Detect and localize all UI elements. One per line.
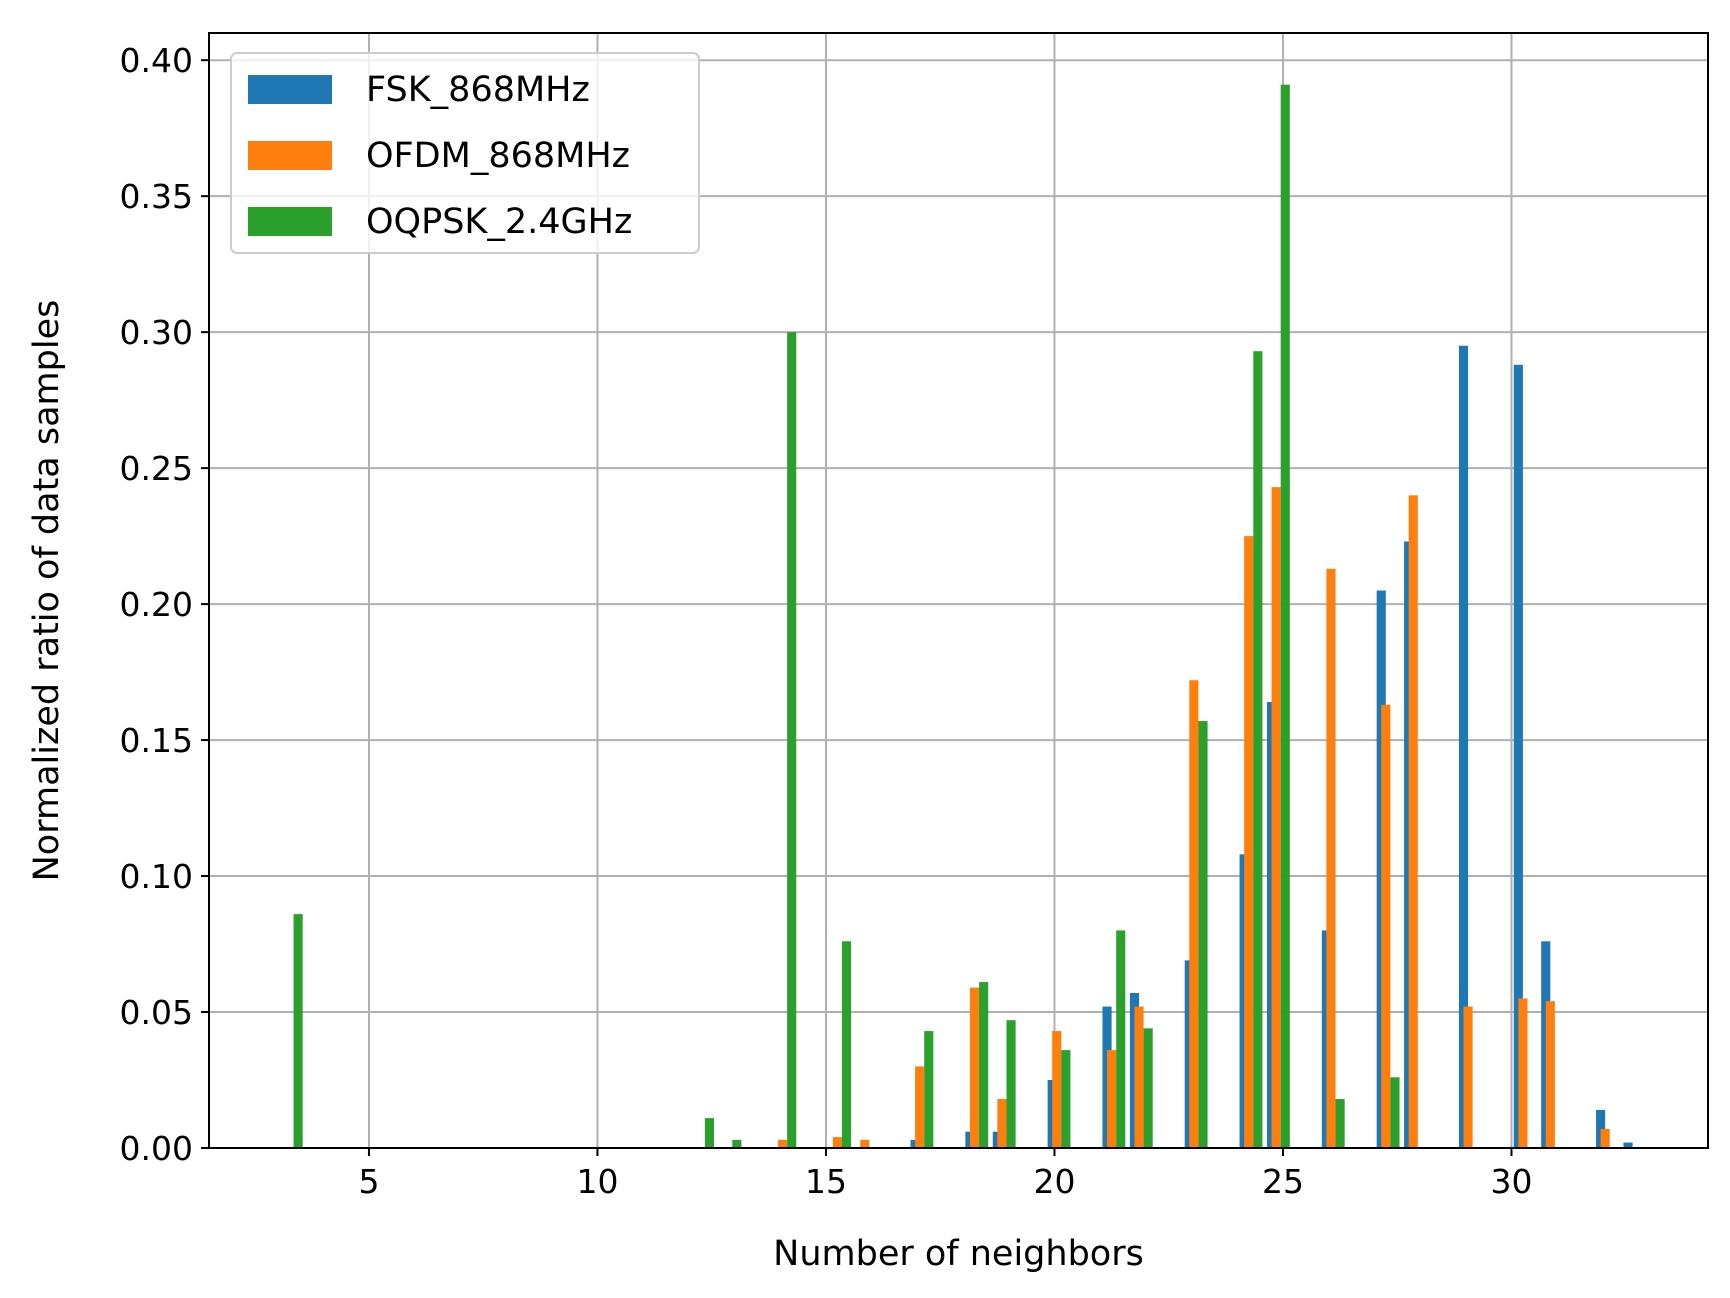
bar-OFDM_868MHz [1600, 1128, 1610, 1148]
bar-OQPSK_2.4GHz [1198, 721, 1208, 1148]
y-tick-label: 0.35 [120, 177, 193, 216]
plot-frame [208, 32, 1709, 1149]
y-tick-label: 0.05 [120, 993, 193, 1032]
bar-OFDM_868MHz [997, 1099, 1007, 1148]
bar-OQPSK_2.4GHz [841, 941, 852, 1148]
bar-OFDM_868MHz [1134, 1006, 1144, 1148]
y-tick-label: 0.00 [120, 1129, 193, 1168]
bar-OQPSK_2.4GHz [979, 982, 989, 1148]
bar-OFDM_868MHz [969, 987, 980, 1148]
bar-OFDM_868MHz [777, 1139, 788, 1148]
bar-OQPSK_2.4GHz [1061, 1050, 1071, 1148]
y-tick-label: 0.30 [120, 313, 193, 352]
y-tick-label: 0.20 [120, 585, 193, 624]
x-tick-label: 25 [1262, 1162, 1304, 1201]
x-tick-label: 30 [1490, 1162, 1532, 1201]
bar-FSK_868MHz [1458, 345, 1469, 1148]
bar-OFDM_868MHz [915, 1066, 925, 1148]
bar-OFDM_868MHz [1107, 1050, 1117, 1148]
x-tick-label: 5 [358, 1162, 379, 1201]
ticks: 5 10 15 20 25 30 0.00 0.05 0.10 0.15 0.20 0.25 0.30 0… [120, 41, 1533, 1201]
bar-OQPSK_2.4GHz [1335, 1099, 1345, 1148]
bar-OFDM_868MHz [832, 1137, 842, 1148]
bar-OQPSK_2.4GHz [293, 914, 303, 1148]
bar-FSK_868MHz [1623, 1142, 1633, 1148]
bar-OQPSK_2.4GHz [787, 332, 797, 1148]
bar-OFDM_868MHz [1463, 1006, 1473, 1148]
legend-swatch [248, 75, 332, 104]
bar-OFDM_868MHz [1545, 1001, 1555, 1148]
bar-OFDM_868MHz [860, 1139, 870, 1148]
bar-OQPSK_2.4GHz [1390, 1077, 1400, 1148]
y-tick-label: 0.40 [120, 41, 193, 80]
x-tick-label: 10 [576, 1162, 618, 1201]
bar-OFDM_868MHz [1381, 704, 1391, 1148]
x-axis-label: Number of neighbors [773, 1234, 1144, 1274]
bars [293, 84, 1633, 1148]
bar-OQPSK_2.4GHz [924, 1031, 934, 1148]
legend-label: OFDM_868MHz [366, 136, 630, 176]
legend-box [230, 52, 700, 254]
y-tick-label: 0.10 [120, 857, 193, 896]
bar-OFDM_868MHz [1271, 487, 1281, 1148]
legend-swatch [248, 207, 332, 236]
legend: FSK_868MHz OFDM_868MHz OQPSK_2.4GHz [230, 52, 700, 254]
x-tick-label: 15 [805, 1162, 847, 1201]
bar-OFDM_868MHz [1052, 1031, 1062, 1148]
legend-entries: FSK_868MHz OFDM_868MHz OQPSK_2.4GHz [248, 70, 632, 242]
legend-label: FSK_868MHz [366, 70, 590, 110]
bar-OQPSK_2.4GHz [1143, 1028, 1153, 1148]
bar-FSK_868MHz [1596, 1109, 1606, 1148]
bar-OFDM_868MHz [1408, 495, 1418, 1148]
bar-OFDM_868MHz [1518, 998, 1528, 1148]
bar-OFDM_868MHz [1244, 536, 1254, 1148]
bar-OFDM_868MHz [1326, 568, 1336, 1148]
bar-OQPSK_2.4GHz [1280, 84, 1290, 1148]
y-tick-label: 0.15 [120, 721, 193, 760]
bar-OQPSK_2.4GHz [1116, 930, 1126, 1148]
x-tick-label: 20 [1033, 1162, 1075, 1201]
bar-OQPSK_2.4GHz [1006, 1020, 1016, 1148]
bar-OQPSK_2.4GHz [704, 1118, 714, 1148]
bar-OFDM_868MHz [1189, 680, 1199, 1148]
legend-swatch [248, 141, 332, 170]
legend-label: OQPSK_2.4GHz [366, 202, 632, 242]
bar-OQPSK_2.4GHz [1253, 351, 1263, 1148]
grid [209, 33, 1708, 1149]
bar-FSK_868MHz [1513, 364, 1523, 1148]
y-tick-label: 0.25 [120, 449, 193, 488]
y-axis-label: Normalized ratio of data samples [27, 300, 67, 882]
bar-OQPSK_2.4GHz [732, 1139, 742, 1148]
